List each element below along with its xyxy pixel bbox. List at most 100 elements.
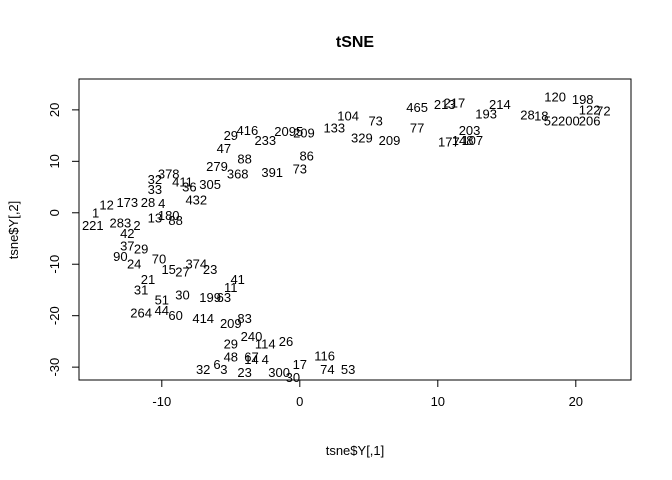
point-label: 209 (293, 126, 315, 141)
point-label: 88 (237, 151, 251, 166)
point-label: 30 (286, 370, 300, 385)
x-tick-label: 20 (569, 394, 583, 409)
point-label: 180 (158, 208, 180, 223)
point-label: 148 (452, 133, 474, 148)
point-label: 217 (444, 96, 466, 111)
point-label: 90 (113, 249, 127, 264)
x-axis-label: tsne$Y[,1] (326, 443, 385, 458)
point-label: 11 (224, 280, 238, 295)
point-label: 411 (172, 174, 193, 189)
point-label: 18 (534, 109, 548, 124)
point-label: 465 (406, 100, 428, 115)
point-label: 41 (230, 272, 244, 287)
point-label: 36 (182, 180, 196, 195)
point-label: 30 (175, 288, 189, 303)
point-label: 12 (99, 198, 113, 213)
x-tick-label: -10 (152, 394, 171, 409)
point-label: 214 (489, 97, 511, 112)
point-label: 74 (320, 362, 334, 377)
x-tick-label: 0 (296, 394, 303, 409)
point-label: 73 (368, 114, 382, 129)
point-label: 177 (438, 134, 460, 149)
point-label: 32 (196, 362, 210, 377)
point-label: 47 (217, 141, 231, 156)
point-label: 31 (134, 282, 148, 297)
y-tick-label: -20 (47, 306, 62, 325)
y-axis-label: tsne$Y[,2] (6, 201, 21, 260)
point-label: 72 (596, 103, 610, 118)
point-label: 2 (133, 218, 140, 233)
point-label: 29 (224, 128, 238, 143)
point-label: 378 (158, 167, 180, 182)
point-label: 53 (341, 362, 355, 377)
point-label: 26 (279, 334, 293, 349)
point-label: 28 (141, 195, 155, 210)
y-tick-label: 10 (47, 154, 62, 168)
point-label: 4 (262, 352, 269, 367)
point-label: 48 (224, 349, 238, 364)
chart-title: tSNE (336, 34, 375, 51)
point-label: 44 (155, 303, 169, 318)
point-label: 104 (337, 109, 359, 124)
point-label: 240 (241, 329, 263, 344)
point-label: 14 (244, 352, 258, 367)
point-label: 173 (116, 195, 138, 210)
point-label: 70 (152, 252, 166, 267)
point-label: 83 (237, 311, 251, 326)
point-label: 300 (268, 365, 290, 380)
point-label: 209 (379, 133, 401, 148)
point-label: 6 (213, 357, 220, 372)
point-label: 51 (155, 293, 169, 308)
point-label: 3 (220, 362, 227, 377)
point-label: 213 (434, 97, 456, 112)
point-label: 193 (475, 106, 497, 121)
point-label: 329 (351, 131, 373, 146)
point-label: 42 (120, 226, 134, 241)
y-tick-label: -10 (47, 255, 62, 274)
point-label: 206 (579, 114, 601, 129)
point-label: 264 (130, 306, 152, 321)
point-label: 29 (134, 241, 148, 256)
point-label: 368 (227, 167, 249, 182)
point-label: 24 (127, 257, 141, 272)
point-label: 122 (579, 102, 601, 117)
point-label: 374 (185, 257, 207, 272)
point-label: 23 (203, 262, 217, 277)
point-label: 17 (293, 357, 307, 372)
point-label: 4 (158, 196, 165, 211)
point-label: 283 (110, 216, 132, 231)
point-label: 60 (168, 308, 182, 323)
point-label: 391 (261, 165, 283, 180)
point-label: 414 (192, 311, 214, 326)
point-label: 209 (220, 316, 242, 331)
point-label: 133 (323, 120, 345, 135)
point-label: 33 (148, 182, 162, 197)
point-label: 27 (175, 264, 189, 279)
point-label: 203 (459, 123, 481, 138)
x-tick-label: 10 (431, 394, 445, 409)
point-label: 200 (558, 114, 580, 129)
point-label: 114 (255, 336, 276, 351)
point-label: 107 (461, 133, 483, 148)
point-label: 233 (254, 133, 276, 148)
point-label: 21 (141, 272, 155, 287)
y-tick-label: -30 (47, 358, 62, 377)
point-label: 116 (314, 348, 335, 363)
point-label: 1 (92, 205, 99, 220)
point-label: 63 (217, 290, 231, 305)
point-label: 305 (199, 177, 221, 192)
point-label: 29 (224, 336, 238, 351)
point-label: 32 (148, 172, 162, 187)
point-label: 73 (293, 162, 307, 177)
point-label: 2095 (274, 124, 303, 139)
point-label: 88 (168, 213, 182, 228)
point-label: 13 (148, 210, 162, 225)
point-label: 198 (572, 92, 594, 107)
y-tick-label: 0 (47, 209, 62, 216)
point-label: 199 (199, 290, 221, 305)
point-label: 23 (237, 365, 251, 380)
point-label: 279 (206, 159, 228, 174)
point-label: 432 (185, 192, 207, 207)
